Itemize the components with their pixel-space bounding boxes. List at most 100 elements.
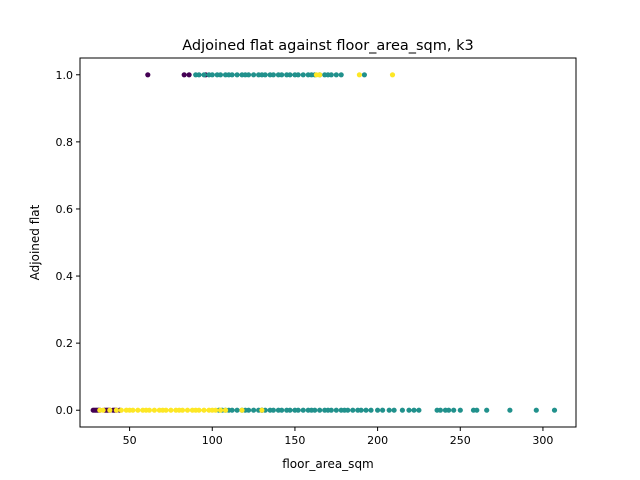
scatter-point-cluster-1 (270, 72, 276, 78)
scatter-point-cluster-2 (151, 407, 157, 413)
scatter-point-cluster-1 (533, 407, 539, 413)
scatter-point-cluster-1 (295, 407, 301, 413)
scatter-point-cluster-1 (368, 407, 374, 413)
data-points (90, 72, 558, 413)
scatter-point-cluster-1 (300, 72, 306, 78)
scatter-point-cluster-1 (484, 407, 490, 413)
scatter-point-cluster-1 (551, 407, 558, 413)
x-tick-label: 300 (532, 434, 553, 447)
scatter-point-cluster-1 (279, 72, 285, 78)
scatter-point-cluster-1 (358, 407, 364, 413)
x-axis-label: floor_area_sqm (282, 457, 374, 471)
y-tick-label: 1.0 (56, 69, 74, 82)
y-axis-label: Adjoined flat (28, 204, 42, 280)
scatter-point-cluster-1 (217, 72, 224, 78)
x-axis-ticks: 50 100 150 200 250 300 (123, 427, 553, 447)
scatter-point-cluster-1 (317, 407, 323, 413)
scatter-point-cluster-2 (168, 407, 174, 413)
y-tick-label: 0.2 (56, 337, 74, 350)
scatter-point-cluster-1 (457, 407, 463, 413)
scatter-point-cluster-0 (145, 72, 151, 78)
scatter-point-cluster-1 (234, 72, 240, 78)
y-tick-label: 0.8 (56, 136, 74, 149)
scatter-point-cluster-2 (239, 407, 245, 413)
scatter-point-cluster-1 (333, 72, 339, 78)
scatter-point-cluster-0 (186, 72, 192, 78)
scatter-point-cluster-1 (363, 407, 369, 413)
scatter-point-cluster-1 (416, 407, 422, 413)
scatter-point-cluster-1 (262, 72, 268, 78)
scatter-point-cluster-1 (279, 407, 285, 413)
x-tick-label: 100 (202, 434, 223, 447)
x-tick-label: 50 (123, 434, 137, 447)
x-tick-label: 200 (367, 434, 388, 447)
scatter-point-cluster-1 (328, 407, 334, 413)
plot-frame (79, 57, 577, 428)
scatter-point-cluster-2 (184, 407, 191, 413)
scatter-point-cluster-2 (356, 72, 362, 78)
scatter-point-cluster-1 (391, 407, 397, 413)
scatter-point-cluster-1 (399, 407, 405, 413)
scatter-point-cluster-1 (246, 407, 252, 413)
scatter-point-cluster-2 (317, 72, 323, 78)
scatter-point-cluster-1 (338, 72, 344, 78)
y-tick-label: 0.0 (56, 404, 74, 417)
scatter-point-cluster-1 (312, 407, 318, 413)
scatter-point-cluster-2 (146, 407, 152, 413)
scatter-point-cluster-2 (163, 407, 169, 413)
scatter-point-cluster-1 (251, 72, 257, 78)
scatter-point-cluster-1 (201, 72, 207, 78)
scatter-point-cluster-1 (196, 72, 202, 78)
scatter-point-cluster-1 (209, 72, 215, 78)
scatter-point-cluster-1 (345, 407, 351, 413)
scatter-point-cluster-2 (100, 407, 106, 413)
scatter-point-cluster-1 (328, 72, 334, 78)
y-axis-ticks: 0.0 0.2 0.4 0.6 0.8 1.0 (56, 69, 80, 417)
scatter-point-cluster-2 (259, 407, 265, 413)
x-tick-label: 250 (450, 434, 471, 447)
scatter-point-cluster-1 (406, 407, 412, 413)
scatter-point-cluster-2 (135, 407, 141, 413)
scatter-point-cluster-2 (107, 407, 113, 413)
scatter-point-cluster-1 (234, 407, 240, 413)
scatter-point-cluster-1 (270, 407, 276, 413)
scatter-point-cluster-1 (375, 407, 381, 413)
scatter-point-cluster-1 (300, 407, 306, 413)
scatter-point-cluster-1 (229, 72, 235, 78)
x-tick-label: 150 (284, 434, 305, 447)
scatter-point-cluster-1 (507, 407, 513, 413)
scatter-point-cluster-2 (196, 407, 202, 413)
scatter-point-cluster-1 (474, 407, 480, 413)
y-tick-label: 0.6 (56, 203, 74, 216)
scatter-point-cluster-1 (333, 407, 339, 413)
scatter-point-cluster-2 (389, 72, 396, 78)
scatter-point-cluster-1 (229, 407, 235, 413)
scatter-point-cluster-1 (246, 72, 252, 78)
y-tick-label: 0.4 (56, 270, 74, 283)
scatter-point-cluster-1 (446, 407, 452, 413)
chart-title: Adjoined flat against floor_area_sqm, k3 (182, 38, 473, 54)
scatter-point-cluster-1 (361, 72, 367, 78)
scatter-point-cluster-1 (350, 407, 356, 413)
scatter-point-cluster-1 (287, 72, 293, 78)
scatter-point-cluster-1 (451, 407, 457, 413)
scatter-point-cluster-2 (113, 407, 119, 413)
scatter-point-cluster-2 (213, 407, 219, 413)
scatter-point-cluster-2 (217, 407, 224, 413)
scatter-point-cluster-2 (222, 407, 229, 413)
scatter-point-cluster-2 (130, 407, 136, 413)
scatter-point-cluster-1 (386, 407, 392, 413)
scatter-point-cluster-1 (287, 407, 293, 413)
scatter-point-cluster-1 (295, 72, 301, 78)
scatter-point-cluster-2 (179, 407, 186, 413)
scatter-point-cluster-1 (380, 407, 386, 413)
scatter-point-cluster-0 (181, 72, 187, 78)
scatter-point-cluster-1 (251, 407, 257, 413)
scatter-point-cluster-2 (118, 407, 124, 413)
scatter-point-cluster-1 (411, 407, 417, 413)
scatter-point-cluster-2 (201, 407, 207, 413)
scatter-point-cluster-1 (437, 407, 443, 413)
